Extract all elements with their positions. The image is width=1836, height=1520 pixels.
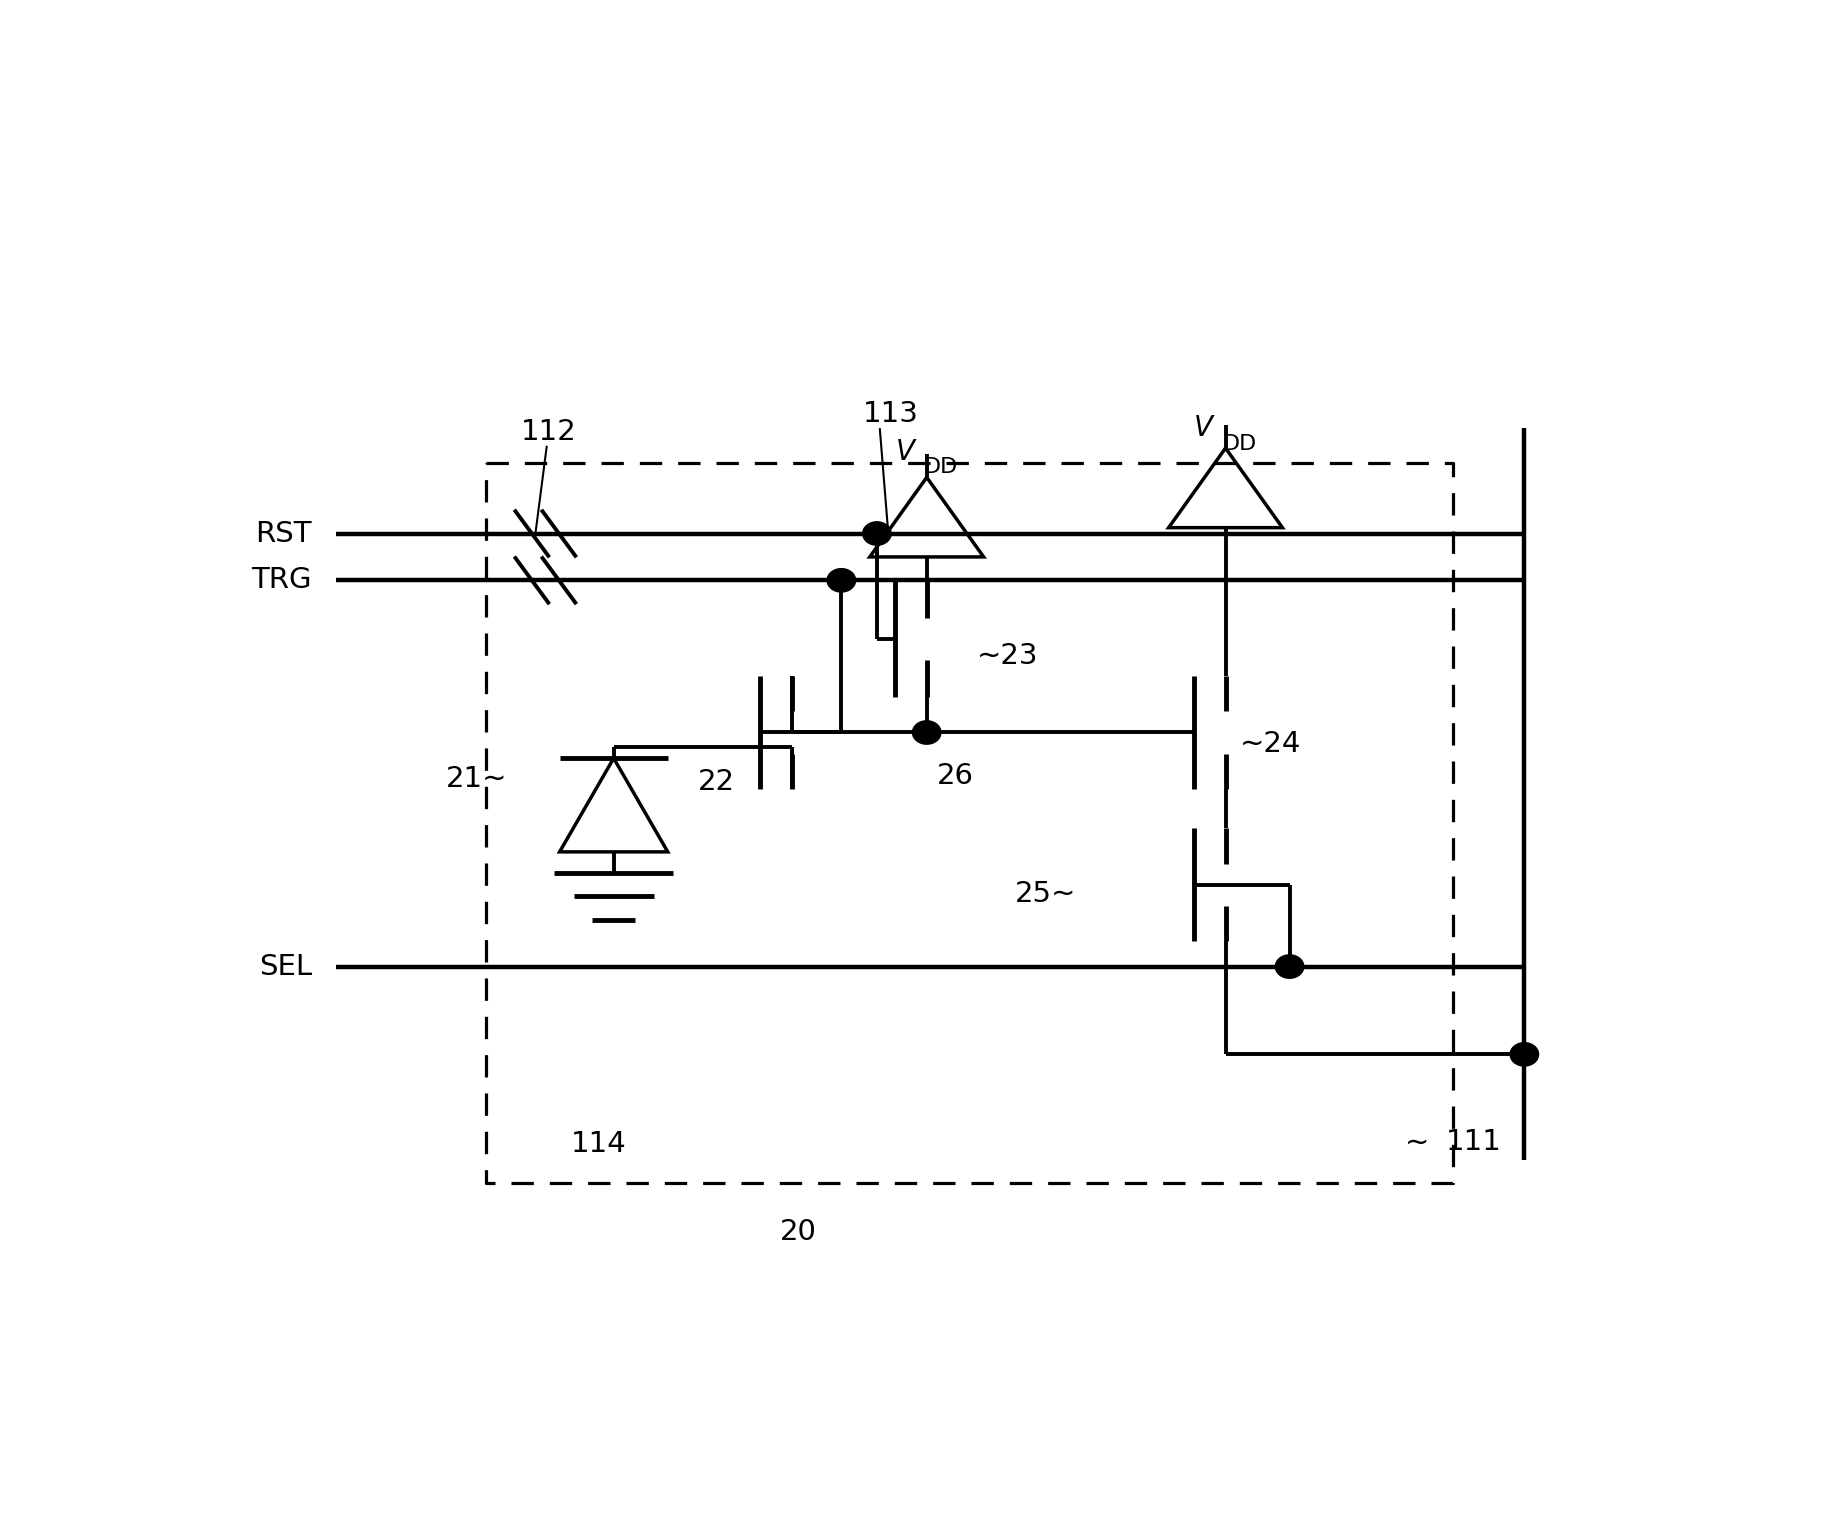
Circle shape: [1511, 1043, 1539, 1066]
Text: 112: 112: [521, 418, 577, 445]
Text: ∼: ∼: [1405, 1128, 1428, 1157]
Text: 20: 20: [780, 1218, 817, 1246]
Text: 26: 26: [936, 762, 973, 790]
Circle shape: [863, 521, 890, 546]
Text: TRG: TRG: [252, 567, 312, 594]
Text: 114: 114: [571, 1131, 626, 1158]
Text: V: V: [896, 438, 914, 465]
Text: ∼23: ∼23: [977, 643, 1037, 670]
Text: 111: 111: [1447, 1128, 1502, 1157]
Circle shape: [826, 568, 856, 591]
Text: RST: RST: [255, 520, 312, 547]
Circle shape: [912, 720, 942, 745]
Text: 21∼: 21∼: [446, 765, 507, 793]
Text: 113: 113: [863, 400, 918, 429]
Text: 25∼: 25∼: [1015, 880, 1076, 907]
Text: ∼24: ∼24: [1239, 730, 1302, 758]
Text: DD: DD: [1223, 433, 1258, 454]
Text: DD: DD: [924, 458, 958, 477]
Text: SEL: SEL: [259, 953, 312, 980]
Circle shape: [1276, 955, 1304, 979]
Text: 22: 22: [698, 768, 734, 795]
Text: V: V: [1193, 415, 1214, 442]
